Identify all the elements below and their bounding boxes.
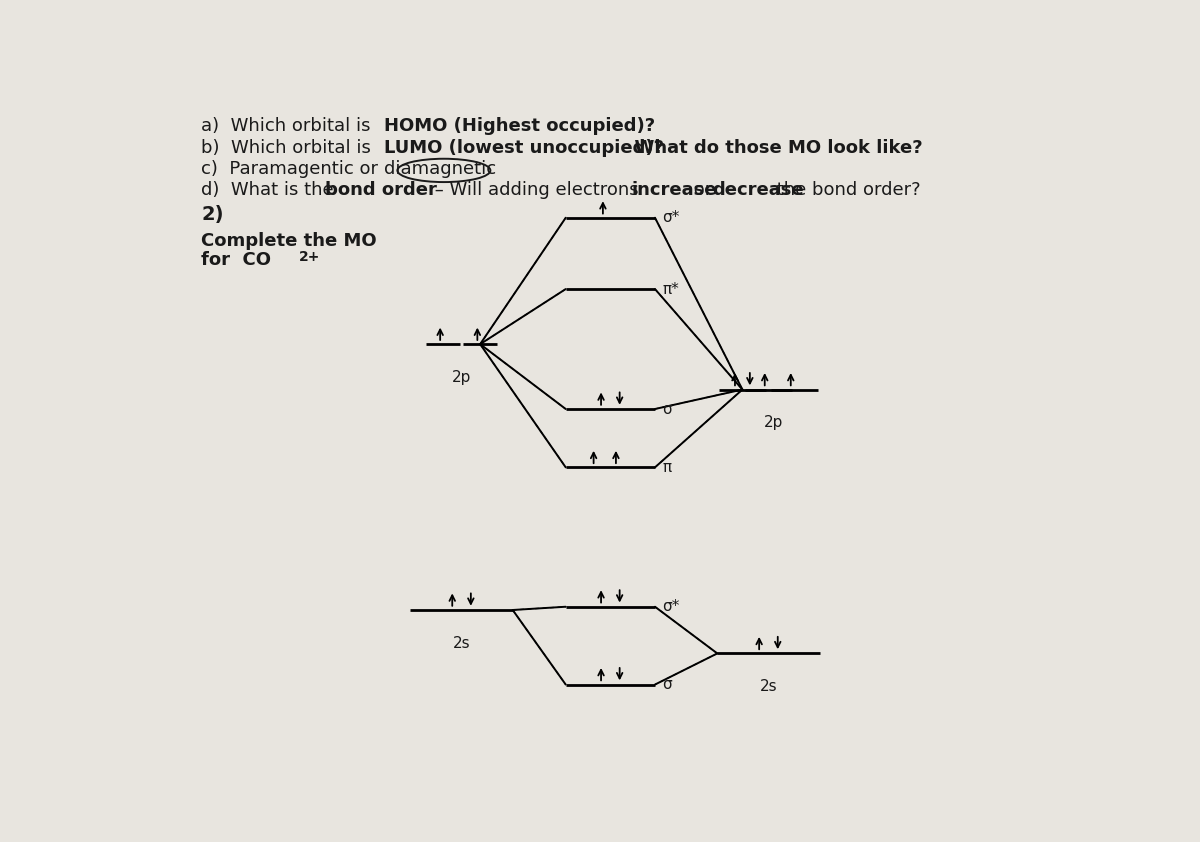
Text: decrease: decrease [713, 181, 804, 200]
Text: the bond order?: the bond order? [772, 181, 920, 200]
Text: LUMO (lowest unoccupied)?: LUMO (lowest unoccupied)? [384, 139, 665, 157]
Text: a)  Which orbital is: a) Which orbital is [202, 117, 377, 136]
Text: σ*: σ* [662, 210, 680, 226]
Text: Complete the MO: Complete the MO [202, 232, 377, 250]
Text: diamagnetic: diamagnetic [384, 160, 497, 178]
Text: 2s: 2s [452, 636, 470, 651]
Text: for  CO: for CO [202, 252, 271, 269]
Text: d)  What is the: d) What is the [202, 181, 340, 200]
Text: 2s: 2s [760, 679, 778, 695]
Text: 2p: 2p [452, 370, 472, 385]
Text: increase: increase [631, 181, 718, 200]
Text: σ*: σ* [662, 600, 680, 615]
Text: c)  Paramagentic or: c) Paramagentic or [202, 160, 384, 178]
Text: 2): 2) [202, 205, 223, 224]
Text: bond order: bond order [325, 181, 437, 200]
Text: b)  Which orbital is: b) Which orbital is [202, 139, 377, 157]
Text: 2p: 2p [763, 415, 782, 430]
Text: π: π [662, 460, 672, 475]
Text: – Will adding electrons: – Will adding electrons [430, 181, 644, 200]
Text: 2+: 2+ [299, 250, 320, 264]
Text: σ: σ [662, 677, 672, 692]
Text: σ: σ [662, 402, 672, 417]
Text: π*: π* [662, 281, 679, 296]
Text: What do those MO look like?: What do those MO look like? [623, 139, 923, 157]
Text: or: or [688, 181, 718, 200]
Text: HOMO (Highest occupied)?: HOMO (Highest occupied)? [384, 117, 655, 136]
